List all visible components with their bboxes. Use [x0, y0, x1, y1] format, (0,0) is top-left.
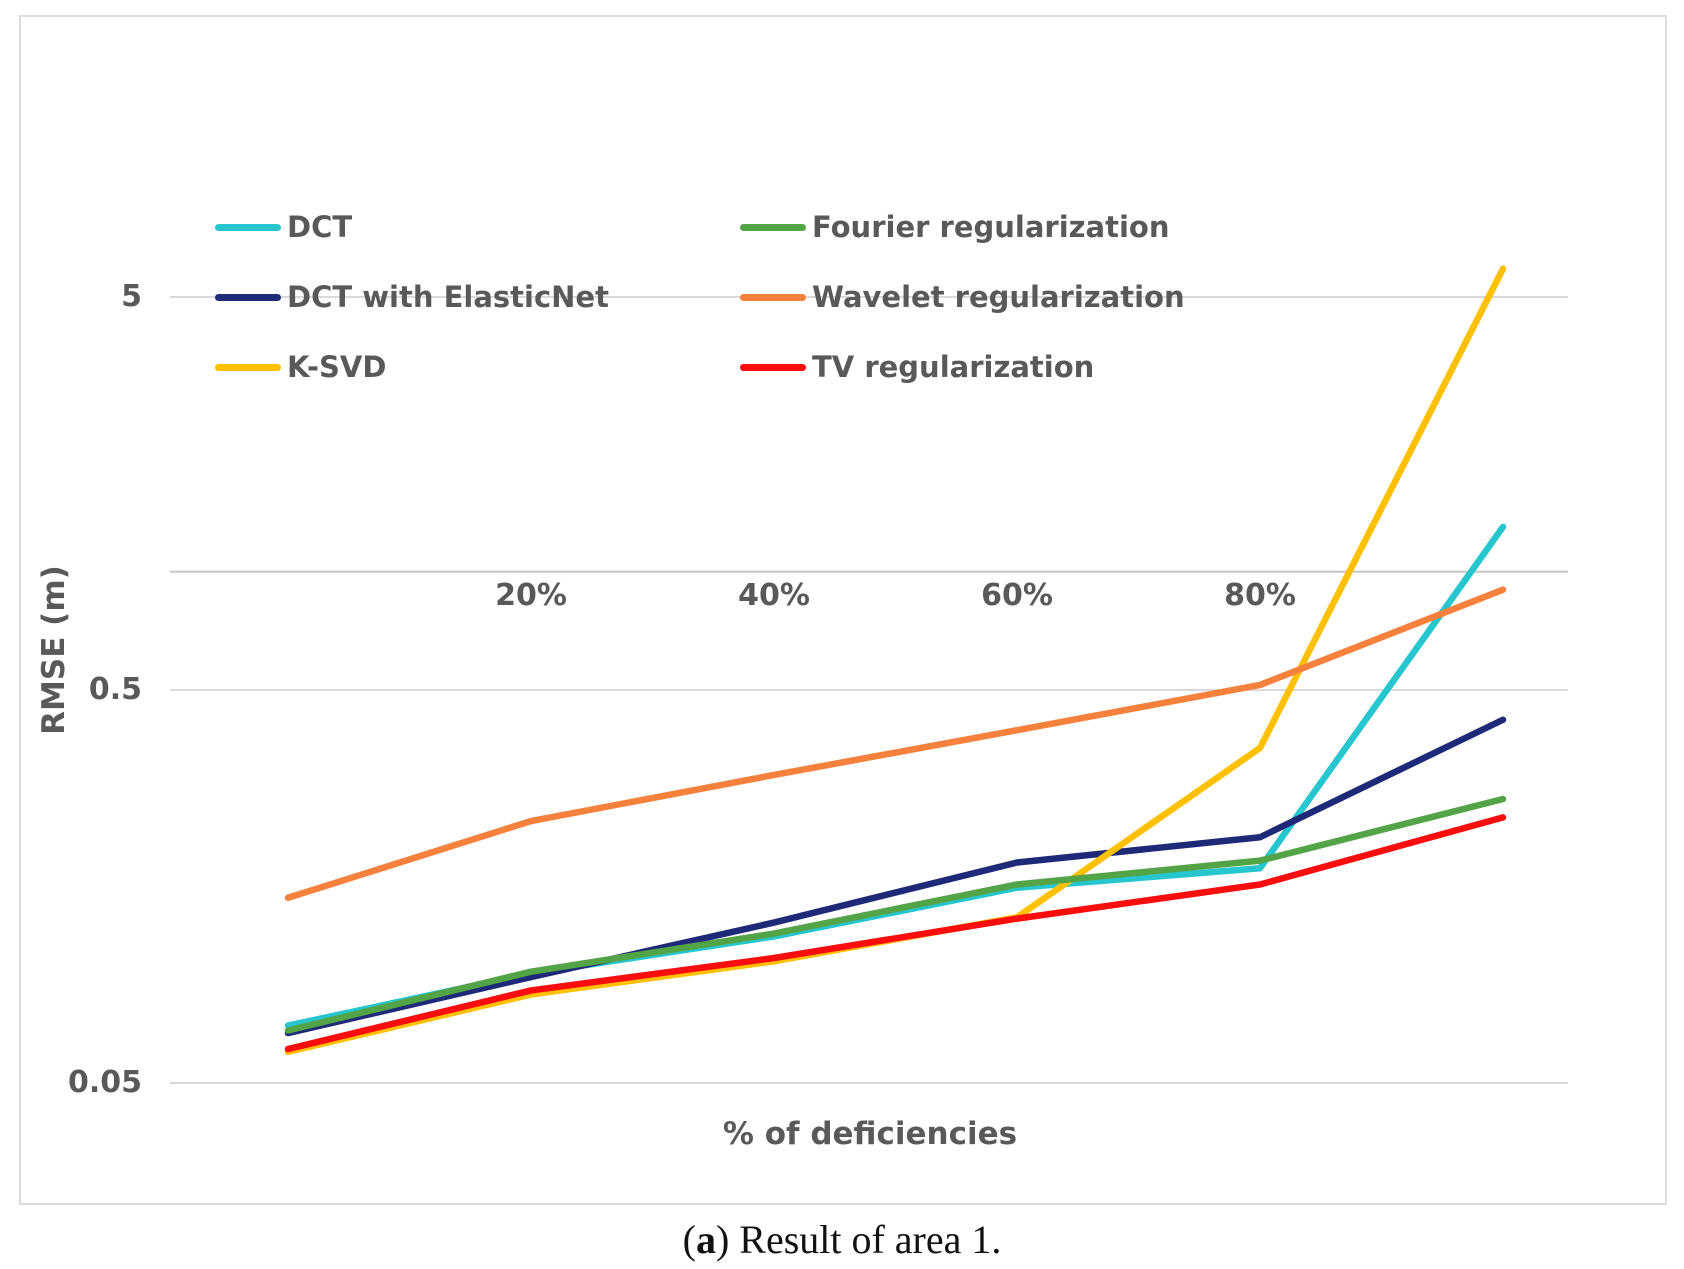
legend-swatch-tv	[740, 363, 806, 371]
legend-item-tv: TV regularization	[740, 347, 1094, 387]
legend-label: DCT with ElasticNet	[287, 280, 609, 314]
legend-label: TV regularization	[812, 350, 1095, 384]
caption-rest: ) Result of area 1.	[715, 1217, 1002, 1262]
legend-label: K-SVD	[287, 350, 387, 384]
series-line-fourier-regularization	[284, 795, 1507, 1034]
legend-item-dct: DCT	[215, 207, 352, 247]
y-axis-title: RMSE (m)	[36, 565, 72, 735]
legend-swatch-ksvd	[215, 363, 281, 371]
y-tick-label: 5	[121, 279, 142, 314]
x-tick-label: 80%	[1224, 578, 1296, 613]
legend-item-ksvd: K-SVD	[215, 347, 386, 387]
legend-label: DCT	[287, 210, 353, 244]
legend-swatch-wavelet	[740, 293, 806, 301]
legend-swatch-fourier	[740, 223, 806, 231]
legend-item-fourier: Fourier regularization	[740, 207, 1169, 247]
x-tick-label: 60%	[981, 578, 1053, 613]
chart-border-box	[19, 15, 1667, 1205]
y-tick-label: 0.05	[67, 1065, 142, 1100]
legend-swatch-dct	[215, 223, 281, 231]
caption-open: (	[682, 1217, 696, 1262]
legend-swatch-dct-elasticnet	[215, 293, 281, 301]
legend-label: Fourier regularization	[812, 210, 1170, 244]
series-line-dct	[284, 523, 1507, 1029]
series-line-tv-regularization	[284, 814, 1507, 1053]
caption-marker: a	[695, 1217, 716, 1262]
legend-label: Wavelet regularization	[812, 280, 1185, 314]
figure-caption: (a) Result of area 1.	[0, 1216, 1684, 1263]
legend-item-dct-elasticnet: DCT with ElasticNet	[215, 277, 609, 317]
y-tick-label: 0.5	[88, 672, 142, 707]
x-axis-title: % of deficiencies	[722, 1116, 1018, 1152]
x-tick-label: 40%	[738, 578, 810, 613]
series-line-dct-with-elasticnet	[284, 716, 1507, 1037]
legend-item-wavelet: Wavelet regularization	[740, 277, 1185, 317]
series-line-wavelet-regularization	[284, 586, 1507, 902]
x-tick-label: 20%	[495, 578, 567, 613]
